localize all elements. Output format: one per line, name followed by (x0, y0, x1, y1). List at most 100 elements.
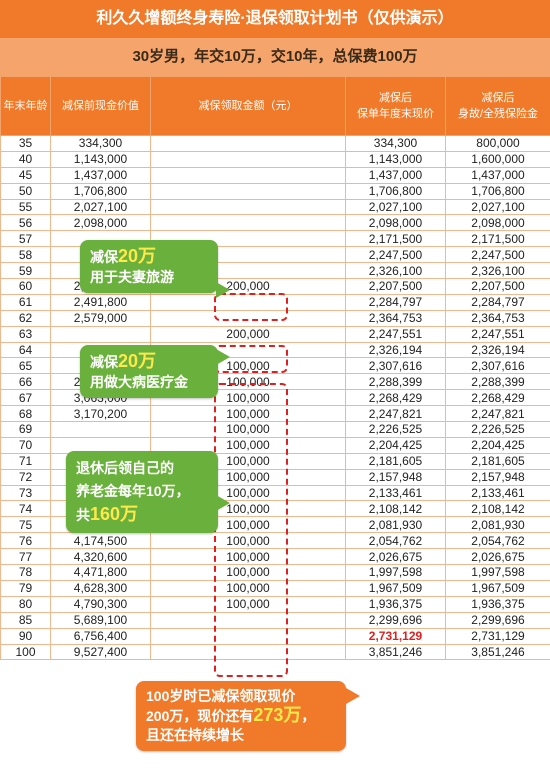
header-withdrawal-amount: 减保领取金额（元） (150, 76, 346, 136)
cell-age: 75 (0, 516, 51, 534)
cell-age: 80 (0, 595, 51, 613)
cell-cash-value-before: 1,706,800 (50, 182, 151, 200)
header-cash-value-after: 减保后 保单年度末现价 (345, 76, 446, 136)
cell-withdrawal (150, 182, 346, 200)
cell-death-benefit: 1,967,509 (445, 579, 550, 597)
cell-death-benefit: 2,098,000 (445, 214, 550, 232)
table-header-row: 年末年龄 减保前现金价值 减保领取金额（元） 减保后 保单年度末现价 减保后 身故/… (0, 76, 550, 136)
callout-summary: 100岁时已减保领取现价 200万，现价还有273万， 且还在持续增长 (136, 681, 346, 751)
table-row: 78 4,471,800 100,000 1,997,598 1,997,598 (0, 564, 550, 581)
callout-medical: 减保20万 用做大病医疗金 (80, 345, 218, 398)
cell-withdrawal (150, 135, 346, 152)
table-row: 77 4,320,600 100,000 2,026,675 2,026,675 (0, 548, 550, 566)
cell-cash-value-after: 2,207,500 (345, 278, 446, 295)
cell-death-benefit: 2,731,129 (445, 627, 550, 645)
cell-age: 72 (0, 468, 51, 486)
cell-cash-value-after: 3,851,246 (345, 643, 446, 661)
cell-cash-value-after: 2,081,930 (345, 516, 446, 534)
table-row: 35 334,300 334,300 800,000 (0, 135, 550, 152)
cell-cash-value-after: 2,171,500 (345, 230, 446, 248)
cell-death-benefit: 2,026,675 (445, 548, 550, 566)
cell-age: 55 (0, 198, 51, 216)
cell-age: 71 (0, 452, 51, 470)
cell-cash-value-after: 2,731,129 (345, 627, 446, 645)
cell-cash-value-after: 2,268,429 (345, 389, 446, 407)
cell-death-benefit: 2,171,500 (445, 230, 550, 248)
cell-death-benefit: 1,600,000 (445, 150, 550, 168)
cell-cash-value-after: 2,284,797 (345, 293, 446, 311)
cell-age: 59 (0, 262, 51, 280)
cell-death-benefit: 2,247,500 (445, 246, 550, 264)
cell-age: 63 (0, 325, 51, 343)
cell-cash-value-after: 1,143,000 (345, 150, 446, 168)
table-row: 76 4,174,500 100,000 2,054,762 2,054,762 (0, 532, 550, 550)
cell-age: 65 (0, 357, 51, 375)
cell-withdrawal (150, 166, 346, 184)
cell-cash-value-before (50, 421, 151, 438)
cell-cash-value-before: 2,098,000 (50, 214, 151, 232)
cell-cash-value-after: 2,133,461 (345, 484, 446, 502)
cell-age: 61 (0, 293, 51, 311)
table-row: 70 100,000 2,204,425 2,204,425 (0, 436, 550, 454)
table-row: 100 9,527,400 3,851,246 3,851,246 (0, 643, 550, 661)
cell-cash-value-after: 2,204,425 (345, 436, 446, 454)
table-row: 50 1,706,800 1,706,800 1,706,800 (0, 182, 550, 200)
cell-cash-value-after: 2,098,000 (345, 214, 446, 232)
cell-cash-value-after: 2,364,753 (345, 309, 446, 327)
cell-cash-value-before (50, 325, 151, 343)
cell-cash-value-before: 3,170,200 (50, 405, 151, 423)
cell-death-benefit: 2,157,948 (445, 468, 550, 486)
cell-cash-value-before: 1,143,000 (50, 150, 151, 168)
cell-age: 50 (0, 182, 51, 200)
cell-cash-value-before: 6,756,400 (50, 627, 151, 645)
cell-cash-value-before: 4,320,600 (50, 548, 151, 566)
withdrawal-box-age-60 (214, 293, 288, 321)
cell-death-benefit: 1,997,598 (445, 564, 550, 581)
cell-death-benefit: 2,181,605 (445, 452, 550, 470)
cell-cash-value-after: 2,247,551 (345, 325, 446, 343)
cell-cash-value-before: 4,628,300 (50, 579, 151, 597)
cell-cash-value-after: 2,026,675 (345, 548, 446, 566)
cell-cash-value-before: 2,491,800 (50, 293, 151, 311)
cell-death-benefit: 2,247,821 (445, 405, 550, 423)
cell-age: 67 (0, 389, 51, 407)
cell-death-benefit: 3,851,246 (445, 643, 550, 661)
cell-death-benefit: 1,936,375 (445, 595, 550, 613)
cell-age: 73 (0, 484, 51, 502)
cell-age: 45 (0, 166, 51, 184)
cell-death-benefit: 1,706,800 (445, 182, 550, 200)
cell-cash-value-after: 2,288,399 (345, 373, 446, 391)
cell-withdrawal (150, 214, 346, 232)
cell-cash-value-before: 2,579,000 (50, 309, 151, 327)
cell-death-benefit: 2,326,100 (445, 262, 550, 280)
cell-age: 62 (0, 309, 51, 327)
cell-age: 58 (0, 246, 51, 264)
cell-age: 66 (0, 373, 51, 391)
cell-cash-value-after: 1,706,800 (345, 182, 446, 200)
cell-age: 40 (0, 150, 51, 168)
cell-age: 74 (0, 500, 51, 518)
withdrawal-box-ages-65-80 (214, 383, 288, 677)
header-age: 年末年龄 (0, 76, 51, 136)
cell-age: 60 (0, 278, 51, 295)
cell-age: 76 (0, 532, 51, 550)
cell-cash-value-before: 1,437,000 (50, 166, 151, 184)
table-row: 56 2,098,000 2,098,000 2,098,000 (0, 214, 550, 232)
cell-death-benefit: 2,284,797 (445, 293, 550, 311)
table-row: 55 2,027,100 2,027,100 2,027,100 (0, 198, 550, 216)
cell-age: 69 (0, 421, 51, 438)
cell-cash-value-after: 2,157,948 (345, 468, 446, 486)
callout-pension-pointer (216, 495, 230, 511)
cell-cash-value-before: 4,471,800 (50, 564, 151, 581)
cell-death-benefit: 2,204,425 (445, 436, 550, 454)
header-death-benefit-after: 减保后 身故/全残保险金 (445, 76, 550, 136)
document-title: 利久久增额终身寿险·退保领取计划书（仅供演示） (0, 0, 550, 38)
cell-cash-value-after: 2,299,696 (345, 611, 446, 629)
cell-cash-value-after: 2,247,500 (345, 246, 446, 264)
cell-death-benefit: 2,307,616 (445, 357, 550, 375)
cell-death-benefit: 2,326,194 (445, 341, 550, 359)
cell-cash-value-after: 2,054,762 (345, 532, 446, 550)
cell-age: 90 (0, 627, 51, 645)
callout-travel-pointer (216, 282, 230, 298)
cell-cash-value-after: 2,027,100 (345, 198, 446, 216)
